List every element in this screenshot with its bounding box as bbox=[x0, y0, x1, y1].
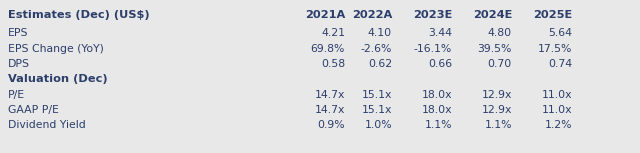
Text: 0.58: 0.58 bbox=[321, 59, 345, 69]
Text: Estimates (Dec) (US$): Estimates (Dec) (US$) bbox=[8, 10, 150, 20]
Text: 69.8%: 69.8% bbox=[310, 44, 345, 54]
Text: GAAP P/E: GAAP P/E bbox=[8, 105, 59, 115]
Text: P/E: P/E bbox=[8, 90, 25, 100]
Text: 0.9%: 0.9% bbox=[317, 120, 345, 130]
Text: 15.1x: 15.1x bbox=[362, 90, 392, 100]
Text: 14.7x: 14.7x bbox=[315, 105, 345, 115]
Text: Dividend Yield: Dividend Yield bbox=[8, 120, 86, 130]
Text: 2022A: 2022A bbox=[352, 10, 392, 20]
Text: 0.66: 0.66 bbox=[428, 59, 452, 69]
Text: 1.1%: 1.1% bbox=[424, 120, 452, 130]
Text: 5.64: 5.64 bbox=[548, 28, 572, 38]
Text: 2025E: 2025E bbox=[532, 10, 572, 20]
Text: 15.1x: 15.1x bbox=[362, 105, 392, 115]
Text: 39.5%: 39.5% bbox=[477, 44, 512, 54]
Text: EPS Change (YoY): EPS Change (YoY) bbox=[8, 44, 104, 54]
Text: -16.1%: -16.1% bbox=[413, 44, 452, 54]
Text: 0.70: 0.70 bbox=[488, 59, 512, 69]
Text: 2023E: 2023E bbox=[413, 10, 452, 20]
Text: 4.10: 4.10 bbox=[368, 28, 392, 38]
Text: EPS: EPS bbox=[8, 28, 29, 38]
Text: 1.1%: 1.1% bbox=[484, 120, 512, 130]
Text: 18.0x: 18.0x bbox=[422, 90, 452, 100]
Text: 12.9x: 12.9x bbox=[482, 105, 512, 115]
Text: 1.0%: 1.0% bbox=[364, 120, 392, 130]
Text: 1.2%: 1.2% bbox=[545, 120, 572, 130]
Text: 4.80: 4.80 bbox=[488, 28, 512, 38]
Text: 17.5%: 17.5% bbox=[538, 44, 572, 54]
Text: 14.7x: 14.7x bbox=[315, 90, 345, 100]
Text: 4.21: 4.21 bbox=[321, 28, 345, 38]
Text: -2.6%: -2.6% bbox=[360, 44, 392, 54]
Text: 11.0x: 11.0x bbox=[541, 105, 572, 115]
Text: 0.74: 0.74 bbox=[548, 59, 572, 69]
Text: 3.44: 3.44 bbox=[428, 28, 452, 38]
Text: 0.62: 0.62 bbox=[368, 59, 392, 69]
Text: DPS: DPS bbox=[8, 59, 30, 69]
Text: 18.0x: 18.0x bbox=[422, 105, 452, 115]
Text: Valuation (Dec): Valuation (Dec) bbox=[8, 74, 108, 84]
Text: 2024E: 2024E bbox=[472, 10, 512, 20]
Text: 12.9x: 12.9x bbox=[482, 90, 512, 100]
Text: 11.0x: 11.0x bbox=[541, 90, 572, 100]
Text: 2021A: 2021A bbox=[305, 10, 345, 20]
